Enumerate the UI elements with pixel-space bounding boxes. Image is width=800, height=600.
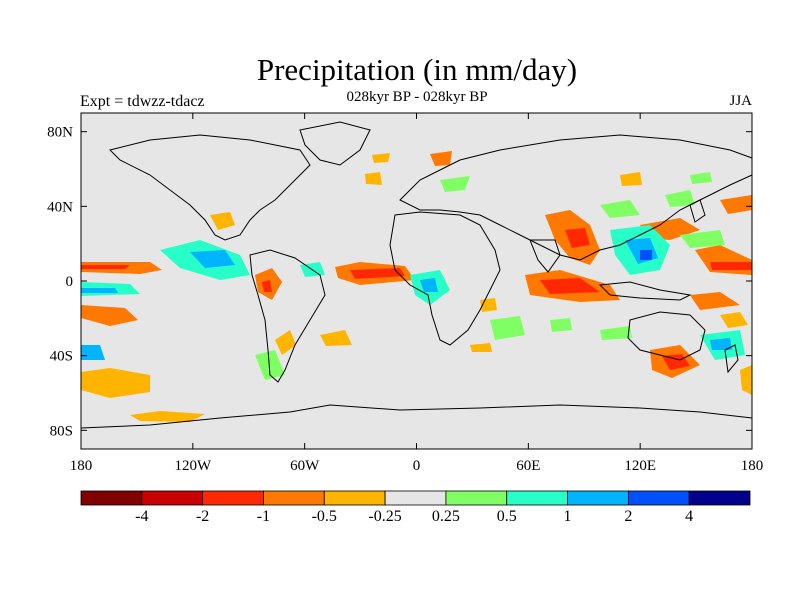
lon-tick-label: 180 [70, 458, 93, 474]
colorbar-swatch [141, 490, 204, 506]
colorbar-swatch [445, 490, 508, 506]
experiment-label: Expt = tdwzz-tdacz [80, 93, 205, 110]
colorbar-label: 4 [685, 508, 693, 525]
lat-tick-label: 80S [50, 423, 73, 439]
map-title: Precipitation (in mm/day) [256, 52, 578, 87]
colorbar-label: -1 [257, 508, 270, 525]
colorbar-swatch [80, 490, 143, 506]
lat-tick-label: 80N [47, 125, 73, 141]
season-label: JJA [729, 93, 752, 109]
lon-tick-label: 120E [624, 458, 656, 474]
colorbar-label: 0.25 [432, 508, 460, 525]
lon-tick-label: 60W [290, 458, 320, 474]
lon-tick-label: 180 [741, 458, 764, 474]
lon-tick-label: 0 [413, 458, 421, 474]
lon-tick-label: 60E [516, 458, 540, 474]
lat-tick-label: 0 [66, 274, 74, 290]
colorbar-swatch [506, 490, 568, 506]
lat-tick-label: 40S [50, 349, 73, 365]
colorbar-label: -2 [196, 508, 209, 525]
colorbar: -4 -2 -1 -0.5 -0.25 0.25 0.5 1 2 4 [80, 490, 751, 525]
colorbar-label: -4 [135, 508, 148, 525]
colorbar-label: 1 [564, 508, 572, 525]
colorbar-swatch [323, 490, 386, 506]
coastlines [80, 121, 753, 429]
anomaly-patches [81, 151, 752, 422]
colorbar-swatch [688, 490, 751, 506]
colorbar-swatch [627, 490, 690, 506]
lat-tick-label: 40N [47, 199, 73, 215]
colorbar-label: 0.5 [497, 508, 517, 525]
lon-tick-label: 120W [174, 458, 212, 474]
colorbar-swatch [384, 490, 447, 506]
colorbar-swatch [567, 490, 629, 506]
colorbar-swatch [263, 490, 325, 506]
colorbar-label: -0.5 [312, 508, 337, 525]
longitude-axis: 180 120W 60W 0 60E 120E 180 [70, 113, 764, 474]
latitude-axis: 80N 40N 0 40S 80S [47, 125, 752, 439]
colorbar-swatch [202, 490, 264, 506]
colorbar-label: -0.25 [368, 508, 401, 525]
map-subtitle: 028kyr BP - 028kyr BP [346, 89, 488, 105]
colorbar-label: 2 [624, 508, 632, 525]
